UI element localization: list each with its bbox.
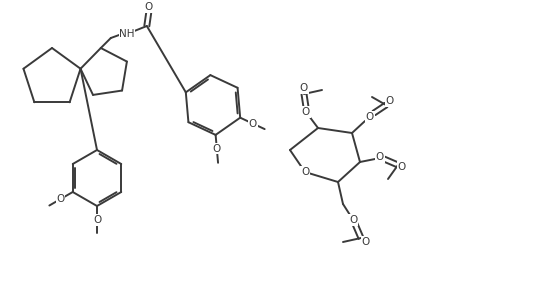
Text: O: O bbox=[249, 119, 257, 129]
Text: O: O bbox=[376, 152, 384, 162]
Text: O: O bbox=[302, 107, 310, 117]
Text: O: O bbox=[366, 112, 374, 122]
Text: O: O bbox=[57, 194, 65, 204]
Text: O: O bbox=[300, 83, 308, 93]
Text: O: O bbox=[386, 96, 394, 106]
Text: NH: NH bbox=[119, 29, 135, 39]
Text: O: O bbox=[145, 2, 153, 12]
Text: O: O bbox=[301, 167, 309, 177]
Text: O: O bbox=[93, 215, 101, 225]
Text: O: O bbox=[213, 144, 221, 154]
Text: O: O bbox=[398, 162, 406, 172]
Text: O: O bbox=[362, 237, 370, 247]
Text: O: O bbox=[349, 215, 357, 225]
